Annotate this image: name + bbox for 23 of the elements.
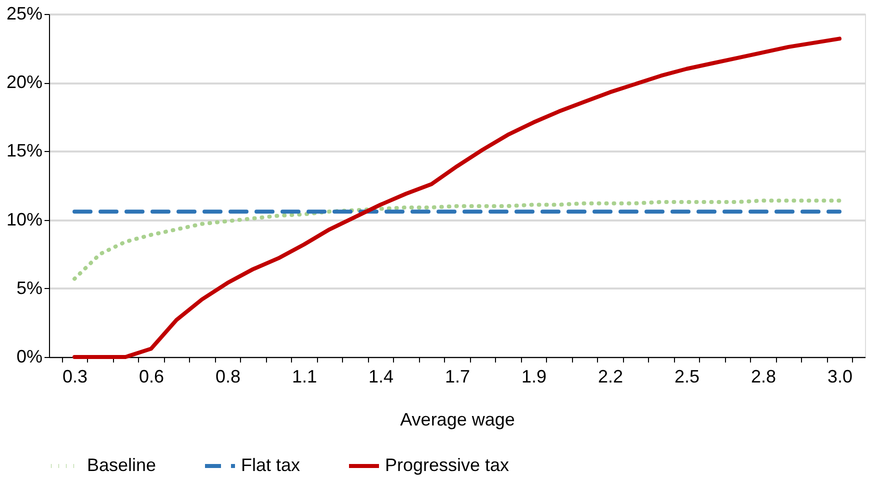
x-tick-label: 2.5 <box>674 366 700 386</box>
x-tick-label: 2.2 <box>598 366 624 386</box>
y-tick-label: 0% <box>16 346 42 366</box>
x-axis-title: Average wage <box>400 410 515 430</box>
line-series <box>72 36 842 359</box>
y-tick-label: 25% <box>6 4 42 24</box>
y-tick-label: 15% <box>6 140 42 161</box>
legend-label: Flat tax <box>241 455 300 475</box>
legend-label: Progressive tax <box>385 455 510 475</box>
legend-label: Baseline <box>87 455 156 475</box>
y-tick-label: 10% <box>6 209 42 230</box>
x-tick-label: 0.3 <box>62 366 88 386</box>
line-series <box>72 198 842 281</box>
x-tick-label: 1.1 <box>292 366 318 386</box>
x-tick-label: 1.9 <box>521 366 547 386</box>
x-tick-label: 1.7 <box>444 366 470 386</box>
x-tick-label: 0.8 <box>215 366 241 386</box>
x-tick-label: 0.6 <box>138 366 164 386</box>
x-tick-label: 2.8 <box>750 366 776 386</box>
y-tick-label: 20% <box>6 72 42 92</box>
y-tick-label: 5% <box>16 278 42 298</box>
x-tick-label: 3.0 <box>827 366 853 386</box>
x-tick-label: 1.4 <box>368 366 394 386</box>
